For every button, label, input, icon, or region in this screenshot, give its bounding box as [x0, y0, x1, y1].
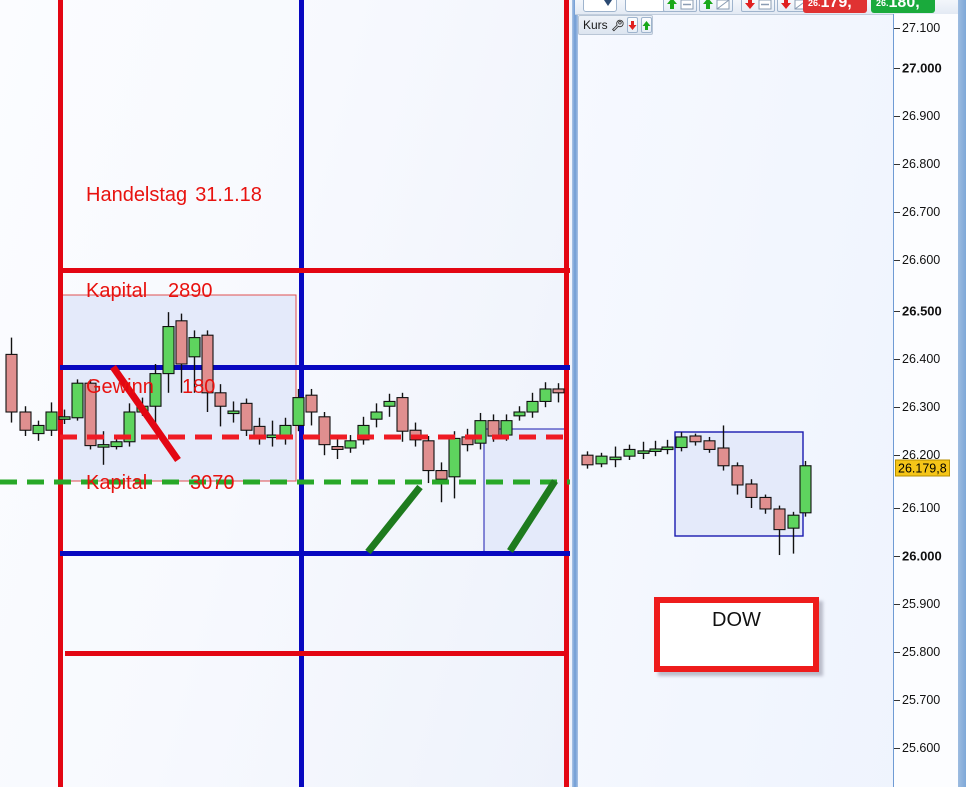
panel-divider	[572, 0, 578, 787]
red-down-arrow-box-icon	[745, 0, 772, 10]
axis-tick	[894, 700, 900, 701]
green-up-arrow-icon[interactable]	[640, 17, 652, 33]
axis-tick	[894, 556, 900, 557]
axis-tick-label: 26.400	[902, 352, 941, 366]
dow-label-text: DOW	[712, 609, 761, 631]
short-entry-button[interactable]	[741, 0, 775, 12]
trade-annotation-note: Handelstag 31.1.18 Kapital 2890 Gewinn 1…	[86, 115, 262, 531]
axis-tick	[894, 604, 900, 605]
kurs-toolbar[interactable]: Kurs	[578, 15, 653, 35]
axis-tick-label: 25.800	[902, 645, 941, 659]
note-line-3: Kapital 3070	[86, 467, 262, 499]
axis-tick-label: 27.000	[902, 60, 942, 76]
axis-tick-label: 26.000	[902, 548, 942, 564]
axis-tick	[894, 212, 900, 213]
axis-tick	[894, 359, 900, 360]
wrench-icon[interactable]	[611, 19, 624, 32]
axis-tick	[894, 311, 900, 312]
note-value-3: 3070	[190, 472, 235, 494]
axis-tick	[894, 164, 900, 165]
axis-tick	[894, 508, 900, 509]
quote-chart-canvas[interactable]	[575, 0, 966, 787]
symbol-dropdown[interactable]	[583, 0, 617, 12]
note-value-0: 31.1.18	[195, 184, 262, 206]
top-toolbar[interactable]: 26.179, 26.180,	[575, 0, 966, 15]
green-up-arrow-box-icon	[667, 0, 694, 10]
chevron-down-icon	[604, 0, 612, 6]
current-price-marker[interactable]: 26.179,8	[895, 459, 950, 477]
axis-tick-label: 26.700	[902, 205, 941, 219]
axis-tick	[894, 652, 900, 653]
green-up-arrow-slash-icon	[703, 0, 730, 10]
bid-price-badge[interactable]: 26.179,	[803, 0, 867, 13]
axis-tick-label: 26.600	[902, 253, 941, 267]
axis-tick	[894, 28, 900, 29]
dow-label-box: DOW	[654, 597, 819, 672]
note-label-1: Kapital	[86, 280, 148, 302]
axis-tick-label: 25.600	[902, 741, 941, 755]
chart-right-edge	[958, 0, 966, 787]
note-value-2: 180	[182, 376, 216, 398]
long-close-button[interactable]	[699, 0, 733, 12]
axis-tick-label: 26.900	[902, 109, 941, 123]
kurs-label: Kurs	[583, 18, 608, 32]
axis-tick-label: 26.500	[902, 303, 942, 319]
axis-tick	[894, 748, 900, 749]
badge-value: 179,	[820, 0, 852, 11]
badge-value: 180,	[888, 0, 920, 11]
axis-tick-label: 27.100	[902, 21, 941, 35]
note-line-1: Kapital 2890	[86, 275, 262, 307]
axis-tick-label: 26.300	[902, 400, 941, 414]
axis-tick	[894, 116, 900, 117]
axis-tick-label: 26.200	[902, 448, 941, 462]
note-label-2: Gewinn	[86, 376, 154, 398]
axis-tick	[894, 407, 900, 408]
price-axis[interactable]: 27.100 27.000 26.900 26.800 26.700 26.600 26.5…	[893, 14, 966, 787]
red-down-arrow-icon[interactable]	[626, 17, 638, 33]
badge-prefix: 26.	[876, 0, 889, 8]
main-chart-canvas[interactable]	[0, 0, 575, 787]
note-line-2: Gewinn 180	[86, 371, 262, 403]
note-value-1: 2890	[168, 280, 213, 302]
long-entry-button[interactable]	[663, 0, 697, 12]
note-line-0: Handelstag 31.1.18	[86, 179, 262, 211]
axis-tick	[894, 260, 900, 261]
axis-tick-label: 25.700	[902, 693, 941, 707]
note-label-3: Kapital	[86, 472, 148, 494]
badge-prefix: 26.	[808, 0, 821, 8]
axis-tick-label: 25.900	[902, 597, 941, 611]
axis-tick-label: 26.100	[902, 501, 941, 515]
axis-tick-label: 26.800	[902, 157, 941, 171]
note-label-0: Handelstag	[86, 184, 188, 206]
main-chart-panel[interactable]	[0, 0, 575, 787]
axis-tick	[894, 68, 900, 69]
axis-tick	[894, 455, 900, 456]
ask-price-badge[interactable]: 26.180,	[871, 0, 935, 13]
